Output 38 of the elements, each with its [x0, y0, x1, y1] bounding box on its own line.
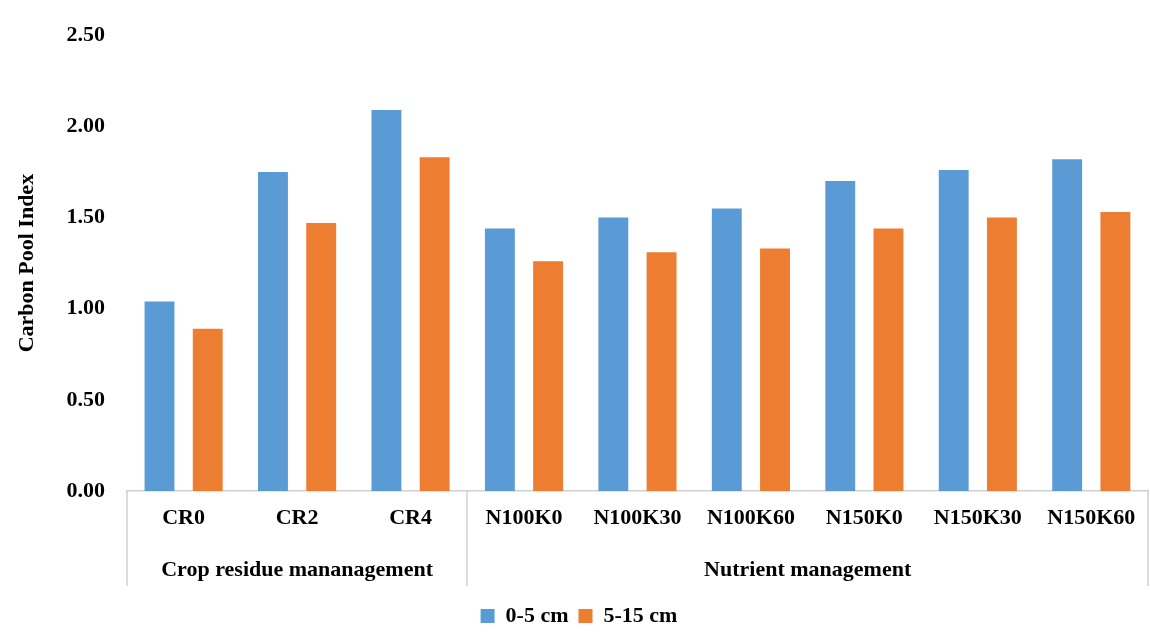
bar [306, 222, 337, 491]
bar [419, 157, 450, 491]
bar [192, 328, 223, 491]
y-tick-label: 0.50 [66, 385, 105, 411]
x-tick-label: N100K30 [593, 503, 682, 529]
bar [1052, 159, 1083, 491]
bar [144, 301, 175, 491]
bar [1100, 212, 1131, 491]
legend-label: 5-15 cm [603, 601, 678, 627]
bar [598, 217, 629, 491]
bar [873, 228, 904, 491]
bar [533, 261, 564, 491]
x-tick-label: CR2 [275, 503, 319, 529]
y-tick-label: 0.00 [66, 476, 105, 502]
bar [646, 252, 677, 491]
y-axis-title: Carbon Pool Index [12, 173, 38, 353]
bar [760, 248, 790, 491]
x-tick-label: N100K60 [706, 503, 795, 529]
x-tick-label: N100K0 [485, 503, 563, 529]
x-tick-label: CR4 [389, 503, 432, 529]
x-tick-label: N150K0 [825, 503, 903, 529]
text: Crop residue mananagement [161, 555, 434, 581]
text: Nutrient management [704, 555, 912, 581]
y-tick-label: 1.50 [66, 203, 105, 229]
bar [938, 170, 969, 491]
y-tick-label: 1.00 [66, 294, 105, 320]
bar [484, 228, 515, 491]
x-tick-label: CR0 [162, 503, 206, 529]
x-tick-label: N150K60 [1047, 503, 1136, 529]
legend-label: 0-5 cm [505, 601, 569, 627]
x-tick-label: N150K30 [933, 503, 1022, 529]
bar [258, 171, 288, 491]
bar [825, 181, 856, 491]
bar [371, 109, 402, 491]
y-tick-label: 2.50 [66, 20, 105, 46]
y-tick-label: 2.00 [66, 112, 105, 138]
bar [986, 217, 1017, 491]
bar [711, 208, 742, 491]
